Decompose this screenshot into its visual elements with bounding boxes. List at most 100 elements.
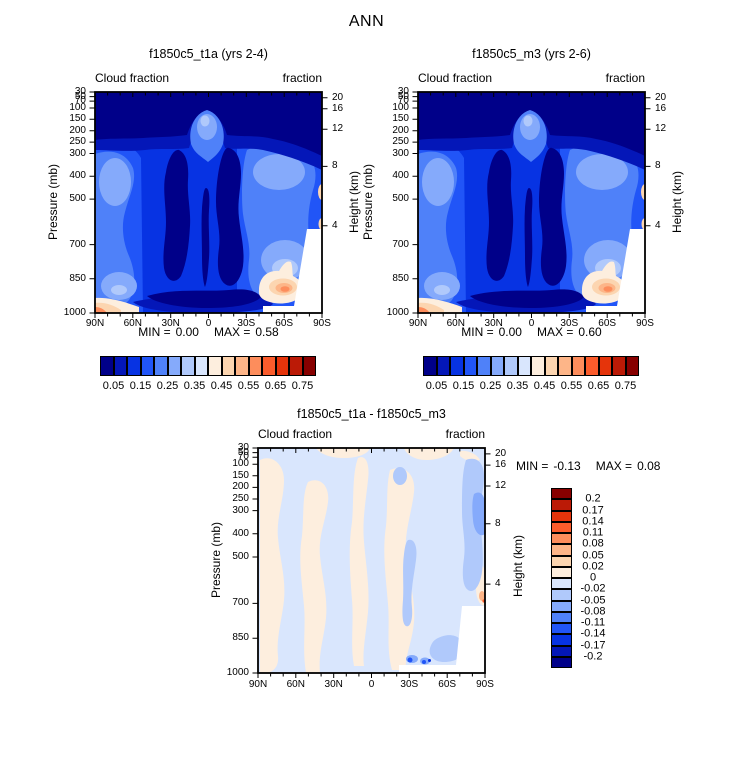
diff-contour-field [258, 448, 486, 673]
panel2-pressure-tick-6: 250 [392, 136, 409, 148]
colorbar-box [551, 533, 572, 545]
panel2-colorbar-labels: 0.05 0.15 0.25 0.35 0.45 0.55 0.65 0.75 [423, 381, 639, 393]
panel2-height-ticks: 20 16 12 8 4 [655, 92, 675, 313]
diff-pressure-tick-1: 50 [237, 446, 249, 458]
colorbar-box [208, 356, 222, 376]
colorbar-box [531, 356, 545, 376]
panel2-colorbar-label-1: 0.15 [452, 380, 475, 392]
panel2-colorbar [423, 356, 639, 376]
panel2-pressure-tick-1: 50 [397, 90, 409, 102]
panel2-lat-tick-3: 0 [528, 318, 535, 329]
colorbar-box [504, 356, 518, 376]
panel2-height-tick-1: 16 [655, 102, 667, 114]
diff-colorbar-label-4: 0.08 [582, 537, 604, 550]
diff-lat-tick-0: 90N [248, 679, 268, 690]
diff-colorbar-label-8: -0.02 [580, 582, 606, 595]
colorbar-box [423, 356, 437, 376]
diff-height-axis-label: Height (km) [511, 534, 525, 598]
panel1-lat-tick-1: 60N [123, 318, 142, 329]
panel1-pressure-tick-6: 250 [69, 136, 86, 148]
panel1-lat-ticks: 90N 60N 30N 0 30S 60S 90S [86, 318, 331, 331]
panel1-contour-plot [88, 91, 329, 319]
diff-lat-tick-2: 30N [324, 679, 343, 690]
diff-lat-tick-4: 30S [400, 679, 419, 690]
diff-height-tick-2: 12 [495, 480, 507, 491]
diff-colorbar-label-7: 0 [589, 571, 597, 584]
diff-min-value: -0.13 [553, 459, 581, 473]
panel1-colorbar-label-7: 0.75 [291, 380, 314, 392]
colorbar-box [517, 356, 531, 376]
colorbar-box [450, 356, 464, 376]
panel1-pressure-axis-label: Pressure (mb) [46, 163, 60, 241]
colorbar-box [463, 356, 477, 376]
diff-max-label: MAX = [595, 459, 633, 473]
diff-pressure-tick-4: 150 [232, 469, 249, 481]
diff-pressure-tick-0: 30 [237, 442, 249, 453]
panel2-lat-tick-2: 30N [484, 318, 503, 329]
colorbar-box [235, 356, 249, 376]
panel1-height-tick-4: 4 [332, 219, 338, 231]
panel1-lat-tick-0: 90N [85, 318, 105, 329]
colorbar-box [262, 356, 276, 376]
colorbar-box [551, 589, 572, 601]
colorbar-box [598, 356, 612, 376]
panel1-max-value: 0.58 [255, 325, 279, 339]
panel1-colorbar-labels: 0.05 0.15 0.25 0.35 0.45 0.55 0.65 0.75 [100, 381, 316, 393]
panel1-pressure-tick-3: 100 [69, 102, 86, 113]
diff-colorbar-label-1: 0.17 [582, 504, 604, 516]
diff-contour-plot [251, 447, 492, 679]
diff-pressure-ticks: 30 50 70 100 150 200 250 300 400 500 700 850 1000 [210, 443, 251, 678]
panel1-max-label: MAX = [213, 325, 251, 339]
panel2-pressure-tick-10: 700 [392, 238, 409, 250]
diff-pressure-tick-2: 70 [237, 451, 249, 463]
colorbar-box [436, 356, 450, 376]
colorbar-box [585, 356, 599, 376]
panel2-height-tick-4: 4 [655, 219, 661, 231]
diff-colorbar-label-14: -0.2 [583, 650, 603, 663]
panel2-lat-ticks: 90N 60N 30N 0 30S 60S 90S [409, 318, 654, 331]
colorbar-box [100, 356, 114, 376]
panel1-pressure-tick-8: 400 [69, 170, 86, 182]
panel2-header-right: fraction [605, 71, 645, 85]
panel2-pressure-tick-12: 1000 [386, 307, 409, 318]
diff-colorbar-label-11: -0.11 [580, 616, 606, 629]
panel1-pressure-tick-0: 30 [74, 86, 86, 97]
colorbar-box [551, 611, 572, 623]
panel2-colorbar-label-6: 0.65 [587, 380, 610, 392]
colorbar-box [551, 510, 572, 522]
colorbar-box [113, 356, 127, 376]
diff-colorbar-label-9: -0.05 [580, 594, 606, 606]
diff-height-tick-3: 8 [495, 517, 501, 529]
diff-colorbar-label-12: -0.14 [580, 627, 606, 640]
diff-header-right: fraction [445, 427, 485, 441]
diff-pressure-axis-label: Pressure (mb) [209, 521, 223, 599]
colorbar-box [302, 356, 316, 376]
panel2-contour-field [418, 92, 649, 313]
diff-axis-headers: Cloud fraction fraction [258, 427, 485, 441]
panel2-colorbar-label-3: 0.35 [506, 380, 529, 392]
panel1-lat-tick-5: 60S [275, 318, 294, 329]
panel1-lat-tick-4: 30S [237, 318, 256, 329]
panel2-lat-tick-6: 90S [636, 318, 654, 329]
diff-pressure-tick-9: 500 [232, 551, 249, 562]
panel1-pressure-tick-1: 50 [74, 90, 86, 102]
panel1-pressure-tick-2: 70 [74, 95, 86, 107]
diff-lat-tick-1: 60N [286, 679, 305, 690]
diff-min-label: MIN = [516, 459, 549, 473]
panel1-pressure-tick-7: 300 [69, 147, 86, 159]
panel2-lat-tick-5: 60S [598, 318, 617, 329]
diff-colorbar-label-5: 0.05 [582, 549, 604, 561]
panel2-lat-tick-4: 30S [560, 318, 579, 329]
panel1-title: f1850c5_t1a (yrs 2-4) [149, 47, 268, 61]
colorbar-box [275, 356, 289, 376]
diff-lat-ticks: 90N 60N 30N 0 30S 60S 90S [249, 679, 494, 692]
diff-colorbar-labels: 0.2 0.17 0.14 0.11 0.08 0.05 0.02 0 -0.02 -0.05 -0… [575, 488, 611, 668]
colorbar-box [551, 566, 572, 578]
colorbar-box [221, 356, 235, 376]
panel1-pressure-ticks: 30 50 70 100 150 200 250 300 400 500 700 850 1000 [47, 87, 88, 318]
panel2-pressure-axis-label: Pressure (mb) [361, 163, 375, 241]
colorbar-box [625, 356, 639, 376]
diff-pressure-tick-12: 1000 [226, 667, 249, 678]
colorbar-box [140, 356, 154, 376]
panel2-lat-tick-1: 60N [446, 318, 465, 329]
